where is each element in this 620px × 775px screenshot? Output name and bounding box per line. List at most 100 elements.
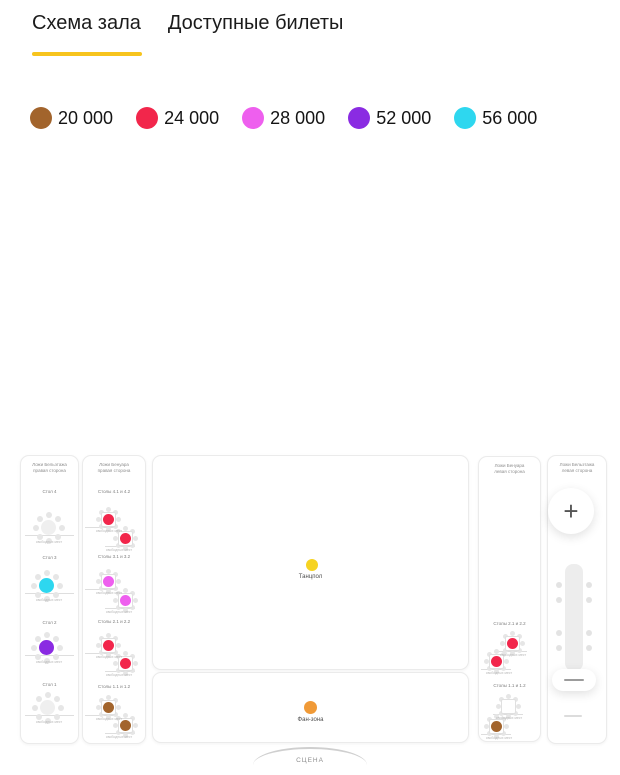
booth-table[interactable]	[101, 574, 116, 589]
price-label: 28 000	[270, 107, 326, 128]
lodge-divider	[85, 527, 115, 528]
tab-hall-scheme[interactable]: Схема зала	[32, 12, 141, 34]
booth-table[interactable]	[489, 719, 504, 734]
column-title: Ложи Бенуара правая сторона	[97, 462, 131, 473]
table-round-1[interactable]	[40, 700, 55, 715]
section-label: Столы 1.1 и 1.2	[493, 683, 526, 688]
price-dot-28000	[242, 107, 265, 129]
lodge-divider	[85, 715, 115, 716]
seat	[586, 630, 592, 636]
panel-benoir-right: Ложи Бенуара правая сторона Столы 4.1 и …	[82, 455, 146, 744]
legend-item: 56 000	[454, 107, 537, 129]
zoom-out-button[interactable]	[552, 669, 596, 691]
panel-dance-floor: Танцпол	[152, 455, 469, 670]
price-label: 20 000	[58, 107, 114, 128]
legend-item: 20 000	[30, 107, 113, 129]
lodge-divider	[497, 651, 527, 652]
seats-ring	[44, 583, 50, 589]
tab-available-tickets[interactable]: Доступные билеты	[167, 12, 344, 34]
long-table[interactable]	[556, 564, 592, 671]
seats-ring	[44, 645, 50, 651]
table-round-3[interactable]	[39, 578, 54, 593]
table-name: Стол 4	[42, 489, 57, 494]
booth-dot	[503, 701, 514, 712]
stage-arc	[253, 747, 367, 765]
zone-dance-label: Танцпол	[298, 574, 323, 580]
booth-table[interactable]	[118, 656, 133, 671]
booth-dot	[103, 576, 114, 587]
section-label: Столы 1.1 и 1.2	[97, 684, 131, 689]
table-caption: свободных мест	[95, 655, 123, 659]
section-label: Столы 2.1 и 2.2	[97, 619, 131, 624]
seat	[586, 582, 592, 588]
table-caption: свободных мест	[35, 660, 63, 664]
table-caption: свободных мест	[485, 736, 513, 740]
booth-dot	[120, 720, 131, 731]
price-dot-52000	[348, 107, 371, 129]
table-round-4[interactable]	[41, 520, 56, 535]
legend-item: 52 000	[348, 107, 431, 129]
section-label: Столы 3.1 и 3.2	[97, 554, 131, 559]
price-label: 52 000	[376, 107, 432, 128]
section-label: Столы 4.1 и 4.2	[97, 489, 131, 494]
table-caption: свободных мест	[35, 720, 63, 724]
column-title: Ложи Бенуара левая сторона	[494, 463, 525, 474]
legend-item: 28 000	[242, 107, 325, 129]
table-caption: свободных мест	[499, 653, 527, 657]
seat	[586, 597, 592, 603]
panel-fan-zone: Фан-зона	[152, 672, 469, 743]
table-caption: свободных мест	[95, 717, 123, 721]
lodge-divider	[493, 714, 523, 715]
booth-dot	[120, 658, 131, 669]
table-name: Стол 1	[42, 682, 57, 687]
table-name: Стол 2	[42, 620, 57, 625]
table-caption: свободных мест	[35, 598, 63, 602]
table-caption: свободных мест	[485, 671, 513, 675]
lodge-divider	[25, 593, 74, 594]
lodge-divider	[481, 734, 511, 735]
seat	[586, 645, 592, 651]
booth-dot	[103, 702, 114, 713]
booth-table[interactable]	[101, 512, 116, 527]
table-round-2[interactable]	[39, 640, 54, 655]
booth-table[interactable]	[118, 593, 133, 608]
price-dot-56000	[454, 107, 477, 129]
lodge-divider	[105, 733, 135, 734]
booth-table[interactable]	[118, 531, 133, 546]
table-caption: свободных мест	[495, 716, 523, 720]
zone-fan-label: Фан-зона	[297, 717, 324, 723]
zone-fan-dot[interactable]	[304, 701, 317, 714]
lodge-divider	[105, 671, 135, 672]
zoom-slider-tick	[564, 715, 582, 717]
booth-table[interactable]	[118, 718, 133, 733]
booth-dot	[120, 533, 131, 544]
booth-table[interactable]	[501, 699, 516, 714]
booth-table[interactable]	[101, 638, 116, 653]
price-label: 56 000	[482, 107, 538, 128]
booth-table[interactable]	[101, 700, 116, 715]
table-caption: свободных мест	[105, 673, 133, 677]
seat	[556, 645, 562, 651]
booth-table[interactable]	[505, 636, 520, 651]
booth-table[interactable]	[489, 654, 504, 669]
active-tab-underline	[32, 52, 142, 56]
lodge-divider	[25, 655, 74, 656]
seats-ring	[46, 525, 52, 531]
lodge-divider	[25, 535, 74, 536]
booth-dot	[120, 595, 131, 606]
booth-dot	[103, 514, 114, 525]
booth-dot	[491, 656, 502, 667]
legend-item: 24 000	[136, 107, 219, 129]
table-caption: свободных мест	[95, 529, 123, 533]
seat	[556, 630, 562, 636]
price-dot-24000	[136, 107, 159, 129]
lodge-divider	[25, 715, 74, 716]
seat	[556, 597, 562, 603]
seats-ring	[45, 705, 51, 711]
zone-dance-dot[interactable]	[306, 559, 318, 571]
price-label: 24 000	[164, 107, 220, 128]
booth-dot	[507, 638, 518, 649]
zoom-in-button[interactable]: +	[548, 488, 594, 534]
tab-bar: Схема зала Доступные билеты	[32, 12, 343, 35]
column-title: Ложи Бельэтажа левая сторона	[559, 462, 595, 473]
